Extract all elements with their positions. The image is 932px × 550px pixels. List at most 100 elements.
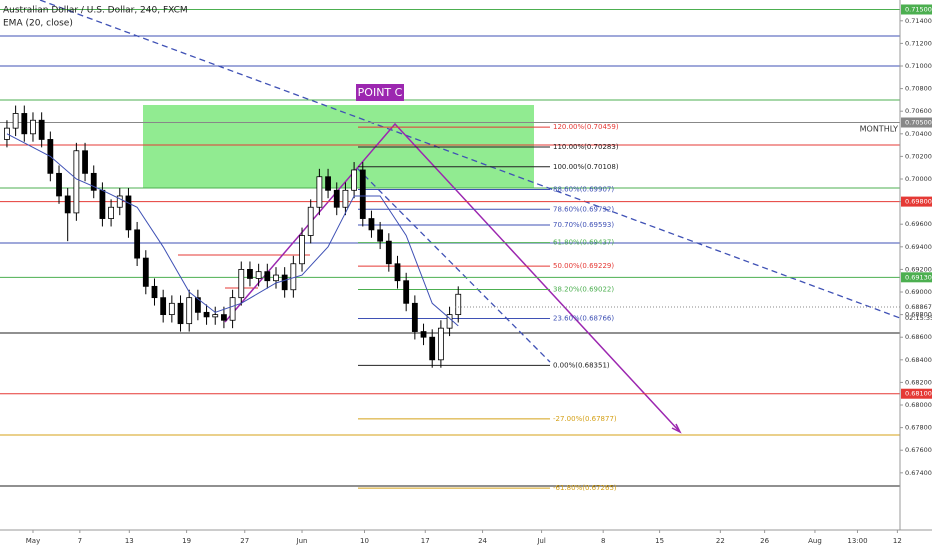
zone-box [143,105,534,188]
candle-body [203,311,210,318]
x-tick-label: 15 [655,537,664,545]
x-tick-label: Jun [296,537,308,545]
x-tick-label: 19 [182,537,191,545]
x-tick-label: 13 [125,537,134,545]
last-price-label: 0.68867 [905,303,932,311]
candle-body [194,297,201,313]
candle-body [394,263,401,282]
fib-label: -61.80%(0.67265) [553,484,617,492]
fib-label: 50.00%(0.69229) [553,262,614,270]
candle-body [160,297,167,316]
y-tick-label: 0.68000 [905,401,932,409]
y-tick-label: 0.68600 [905,333,932,341]
level-tag [901,117,932,128]
y-tick-label: 0.68200 [905,378,932,386]
candle-body [377,229,384,242]
candle-body [108,206,114,219]
ema-line [6,133,459,327]
level-tag [901,388,932,399]
candle-body [56,172,62,197]
x-tick-label: 26 [760,537,769,545]
y-tick-label: 0.70800 [905,85,932,93]
x-tick-label: 7 [78,537,82,545]
candle-body [134,229,141,259]
candle-body [12,113,19,129]
arrow-head [671,423,682,434]
x-tick-label: 17 [421,537,430,545]
candle-body [351,169,357,191]
candle-body [299,235,305,265]
candle-body [21,113,28,135]
candle-body [316,176,323,208]
candle-body [82,150,88,174]
x-tick-label: Aug [808,537,822,545]
level-tag [901,196,932,207]
candle-body [30,119,36,135]
candle-body [229,297,236,321]
y-tick-label: 0.69600 [905,220,932,228]
fib-label: 70.70%(0.69593) [553,221,614,229]
fib-label: 78.60%(0.69732) [553,205,614,213]
y-tick-label: 0.71400 [905,17,932,25]
candle-body [221,314,227,321]
candle-body [99,189,106,219]
candle-body [273,274,279,282]
candle-body [429,336,436,361]
y-tick-label: 0.70200 [905,152,932,160]
y-tick-label: 0.70600 [905,107,932,115]
x-tick-label: 22 [716,537,725,545]
x-tick-label: 12 [893,537,902,545]
price-axis [900,0,932,530]
x-tick-label: 13:00 [847,537,867,545]
y-tick-label: 0.67600 [905,446,932,454]
axis-labels: 0.67400 0.67600 0.67800 0.68000 0.68200 0.684… [26,4,932,545]
level-tag [901,4,932,15]
y-tick-label: 0.69200 [905,265,932,273]
y-tick-label: 0.69000 [905,288,932,296]
candle-body [307,206,314,236]
fib-label: -27.00%(0.67877) [553,415,617,423]
candle-body [151,285,158,299]
y-tick-label: 0.67800 [905,424,932,432]
y-tick-label: 0.70000 [905,175,932,183]
point-c-label: POINT C [358,86,403,99]
symbol-title: Australian Dollar / U.S. Dollar, 240, FX… [3,6,188,16]
candle-body [212,314,219,318]
candle-body [281,274,288,291]
candle-body [64,195,71,214]
level-tag [901,272,932,283]
candle-body [403,280,410,304]
y-tick-label: 0.68800 [905,311,932,319]
candle-body [73,150,80,214]
x-tick-label: 24 [478,537,487,545]
level-tag-label: 0.69800 [905,198,932,206]
candle-body [90,172,97,191]
candle-body [437,327,444,361]
trend-line [39,0,901,319]
candle-body [368,218,375,231]
point-c-box [356,84,404,101]
fib-label: 120.00%(0.70459) [553,123,619,131]
indicator-label: EMA (20, close) [3,19,73,29]
candle-body [125,195,132,231]
plot: 120.00%(0.70459) 110.00%(0.70283) 100.00%(… [0,8,900,492]
level-tag-label: 0.69130 [905,273,932,281]
y-tick-label: 0.71200 [905,39,932,47]
y-tick-label: 0.70400 [905,130,932,138]
candle-body [333,189,340,208]
candle-body [359,169,366,219]
fib-label: 88.60%(0.69907) [553,186,614,194]
monthly-label: MONTHLY [860,125,898,134]
candle-body [186,297,193,325]
candle-body [168,302,175,316]
candle-body [385,240,392,265]
y-tick-label: 0.71000 [905,62,932,70]
candle-body [342,189,349,208]
candle-body [177,302,184,325]
y-tick-label: 0.68400 [905,356,932,364]
candle-body [38,119,45,140]
candle-body [142,257,149,287]
fib-label: 61.80%(0.69437) [553,239,614,247]
level-tag-label: 0.68100 [905,390,932,398]
